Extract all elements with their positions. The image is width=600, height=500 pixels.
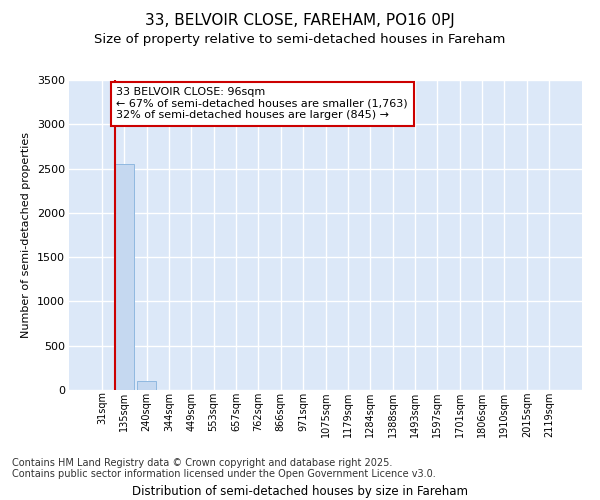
- Text: 33, BELVOIR CLOSE, FAREHAM, PO16 0PJ: 33, BELVOIR CLOSE, FAREHAM, PO16 0PJ: [145, 12, 455, 28]
- Bar: [137, 380, 156, 390]
- Bar: [115, 164, 134, 390]
- Text: Contains HM Land Registry data © Crown copyright and database right 2025.
Contai: Contains HM Land Registry data © Crown c…: [12, 458, 436, 479]
- Text: Distribution of semi-detached houses by size in Fareham: Distribution of semi-detached houses by …: [132, 484, 468, 498]
- Text: 33 BELVOIR CLOSE: 96sqm
← 67% of semi-detached houses are smaller (1,763)
32% of: 33 BELVOIR CLOSE: 96sqm ← 67% of semi-de…: [116, 87, 408, 120]
- Y-axis label: Number of semi-detached properties: Number of semi-detached properties: [21, 132, 31, 338]
- Text: Size of property relative to semi-detached houses in Fareham: Size of property relative to semi-detach…: [94, 32, 506, 46]
